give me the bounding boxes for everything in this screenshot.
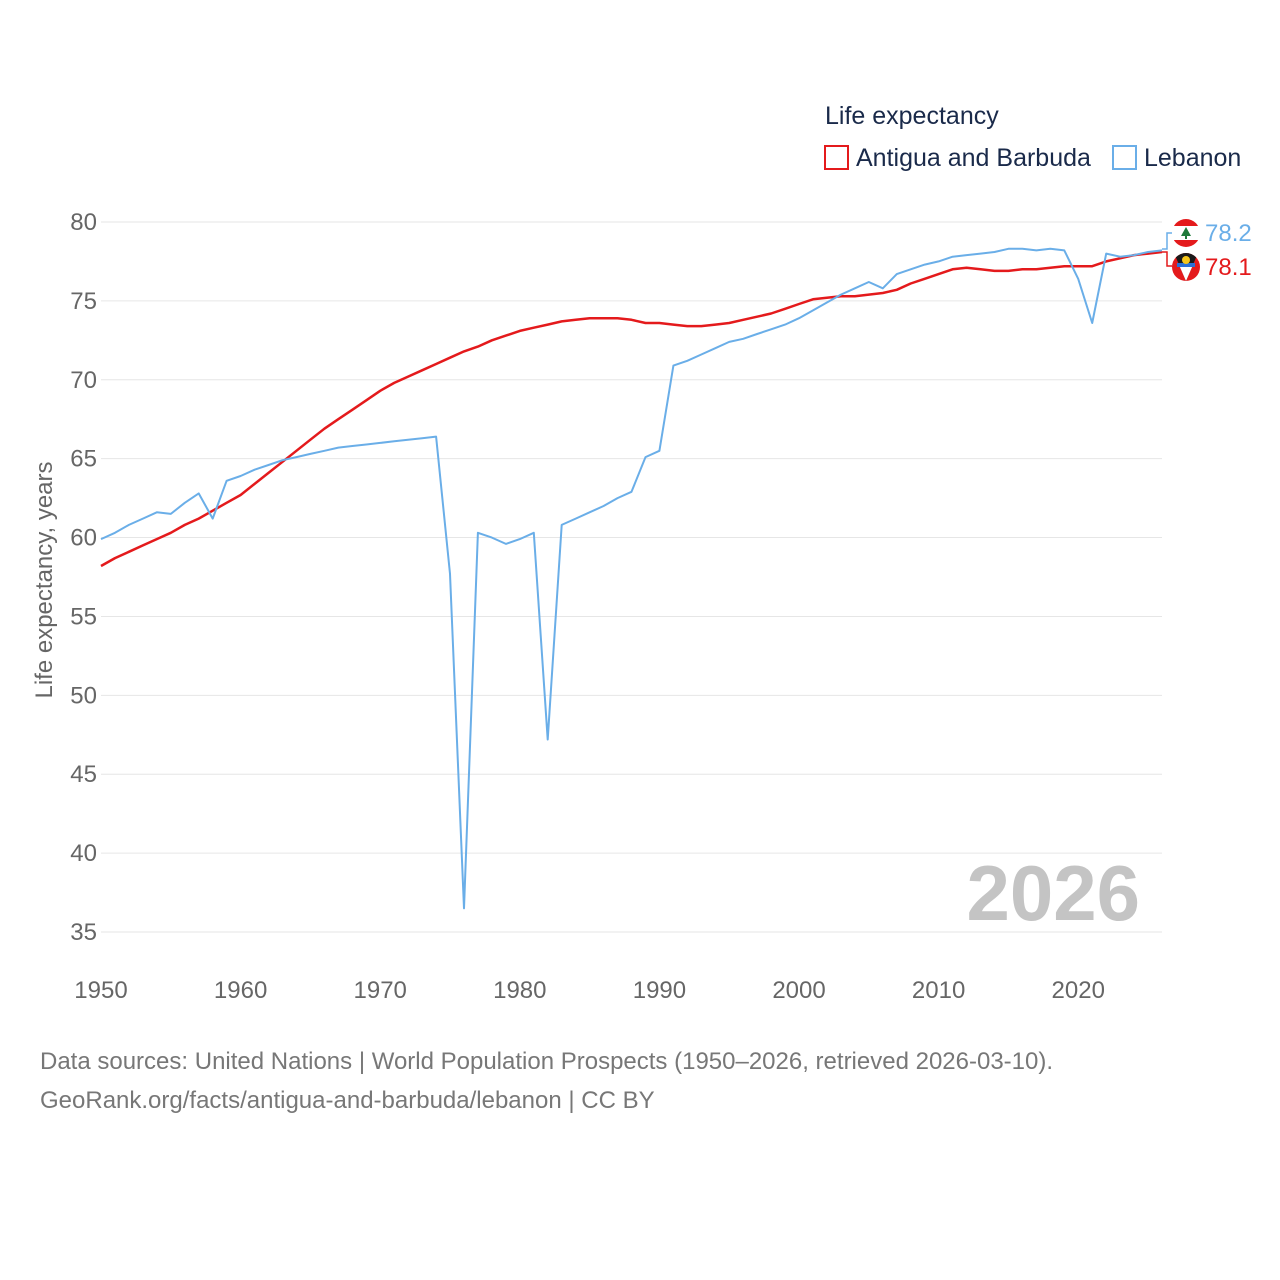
y-tick-label: 50	[70, 682, 97, 709]
x-tick-label: 1980	[493, 977, 546, 1004]
y-tick-label: 40	[70, 840, 97, 867]
y-tick-label: 60	[70, 525, 97, 552]
legend-label-antigua: Antigua and Barbuda	[856, 144, 1091, 172]
legend-item-antigua[interactable]: Antigua and Barbuda	[824, 144, 1091, 172]
y-tick-label: 80	[70, 209, 97, 236]
data-source-line: Data sources: United Nations | World Pop…	[40, 1048, 1054, 1075]
year-watermark: 2026	[966, 849, 1140, 937]
antigua-flag-icon	[1172, 253, 1200, 281]
series-line-lebanon	[100, 247, 1163, 910]
y-axis-title: Life expectancy, years	[31, 461, 58, 698]
lebanon-end-value: 78.2	[1205, 220, 1252, 247]
grid-lines	[101, 221, 1162, 933]
lebanon-label-connector	[1162, 232, 1172, 250]
y-tick-label: 75	[70, 288, 97, 315]
y-axis: 35 40 45 50 55 60 65 70 75 80	[70, 209, 97, 946]
end-labels: 78.2 78.1	[1162, 219, 1252, 281]
legend-label-lebanon: Lebanon	[1144, 144, 1241, 172]
x-tick-label: 2020	[1052, 977, 1105, 1004]
x-tick-label: 1970	[354, 977, 407, 1004]
legend: Life expectancy Antigua and Barbuda Leba…	[824, 102, 1241, 172]
series-line-antigua-and-barbuda	[100, 250, 1163, 568]
legend-swatch-lebanon	[1112, 145, 1137, 170]
antigua-label-connector	[1162, 251, 1172, 267]
y-tick-label: 70	[70, 367, 97, 394]
y-tick-label: 55	[70, 603, 97, 630]
x-tick-label: 2010	[912, 977, 965, 1004]
x-tick-label: 2000	[772, 977, 825, 1004]
legend-swatch-antigua	[824, 145, 849, 170]
legend-item-lebanon[interactable]: Lebanon	[1112, 144, 1241, 172]
x-tick-label: 1990	[633, 977, 686, 1004]
x-tick-label: 1950	[74, 977, 127, 1004]
y-tick-label: 35	[70, 919, 97, 946]
x-axis: 1950 1960 1970 1980 1990 2000 2010 2020	[74, 977, 1105, 1004]
legend-title: Life expectancy	[825, 102, 999, 130]
footer: Data sources: United Nations | World Pop…	[40, 1042, 1053, 1120]
x-tick-label: 1960	[214, 977, 267, 1004]
lebanon-flag-icon	[1172, 219, 1200, 247]
source-url-line[interactable]: GeoRank.org/facts/antigua-and-barbuda/le…	[40, 1087, 655, 1114]
y-tick-label: 45	[70, 761, 97, 788]
y-tick-label: 65	[70, 446, 97, 473]
antigua-end-value: 78.1	[1205, 254, 1252, 281]
series-lines	[100, 247, 1163, 910]
